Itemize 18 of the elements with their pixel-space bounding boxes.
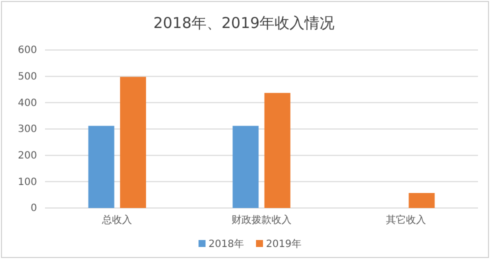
x-tick-label: 财政拨款收入	[232, 214, 292, 226]
y-tick-label: 400	[18, 98, 37, 109]
legend-label: 2018年	[208, 238, 244, 250]
bar	[264, 92, 290, 208]
legend-label: 2019年	[266, 238, 302, 250]
y-tick-label: 500	[18, 72, 37, 83]
y-tick-label: 0	[30, 203, 37, 214]
x-tick-label: 其它收入	[386, 214, 426, 226]
bar	[120, 76, 146, 208]
bar	[408, 192, 435, 208]
bar	[232, 126, 259, 208]
y-tick-label: 300	[18, 124, 37, 136]
y-tick-label: 200	[18, 150, 37, 162]
x-tick-label: 总收入	[101, 214, 132, 226]
y-tick-label: 600	[18, 45, 37, 56]
y-tick-label: 100	[18, 176, 37, 188]
chart-title: 2018年、2019年收入情况	[153, 14, 335, 32]
bar	[88, 126, 114, 208]
